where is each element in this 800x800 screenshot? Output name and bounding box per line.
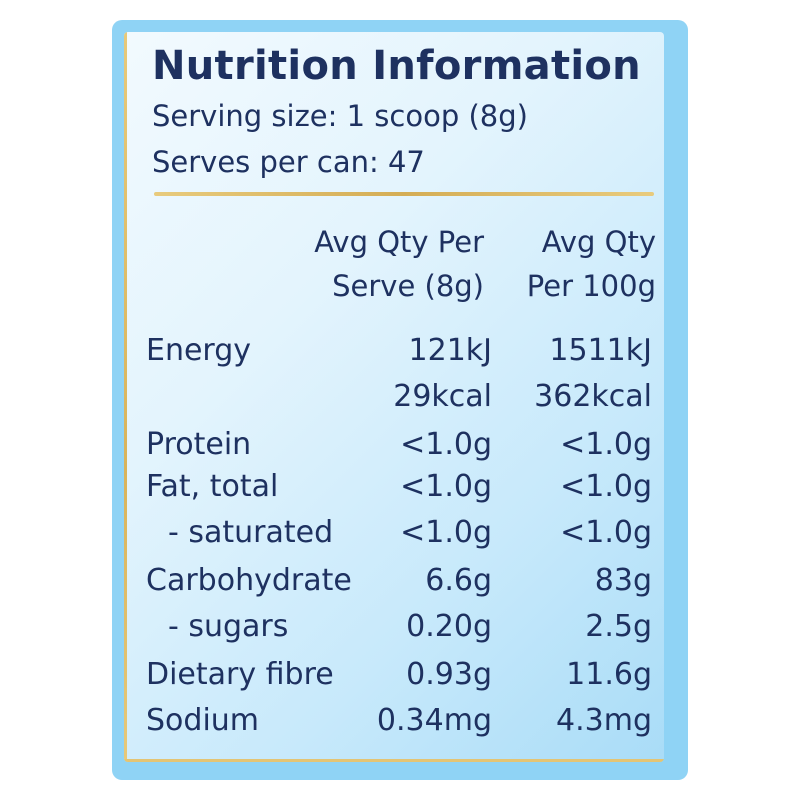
header-per-serve-line1: Avg Qty Per [314,225,484,259]
row-label-fat-total: Fat, total [146,469,279,504]
value-sugars-100g: 2.5g [585,609,652,644]
value-carbohydrate-serve: 6.6g [425,563,492,598]
value-sugars-serve: 0.20g [406,609,492,644]
value-sodium-100g: 4.3mg [556,703,652,738]
value-energy-kj-100g: 1511kJ [549,333,652,368]
serving-size: Serving size: 1 scoop (8g) [152,99,528,133]
row-label-protein: Protein [146,427,252,462]
value-saturated-100g: <1.0g [560,515,652,550]
value-energy-kcal-100g: 362kcal [534,379,652,414]
gold-edge-left [124,32,127,762]
header-per-100g-line1: Avg Qty [541,225,656,259]
value-saturated-serve: <1.0g [400,515,492,550]
value-sodium-serve: 0.34mg [376,703,492,738]
header-per-100g-line2: Per 100g [526,269,656,303]
row-label-sodium: Sodium [146,703,260,738]
serves-per-can: Serves per can: 47 [152,145,425,179]
value-dietary-fibre-serve: 0.93g [406,657,492,692]
row-label-dietary-fibre: Dietary fibre [146,657,334,692]
panel-title: Nutrition Information [152,43,641,89]
row-label-energy: Energy [146,333,252,368]
value-carbohydrate-100g: 83g [594,563,652,598]
value-protein-100g: <1.0g [560,427,652,462]
value-energy-kcal-serve: 29kcal [393,379,492,414]
value-fat-total-serve: <1.0g [400,469,492,504]
nutrition-panel: Nutrition Information Serving size: 1 sc… [124,32,664,762]
row-label-carbohydrate: Carbohydrate [146,563,352,598]
gold-edge-bottom [124,759,664,762]
value-fat-total-100g: <1.0g [560,469,652,504]
value-dietary-fibre-100g: 11.6g [566,657,652,692]
value-protein-serve: <1.0g [400,427,492,462]
row-label-sugars: - sugars [168,609,289,644]
row-label-saturated: - saturated [168,515,334,550]
header-divider [154,192,654,196]
value-energy-kj-serve: 121kJ [408,333,492,368]
header-per-serve-line2: Serve (8g) [332,269,484,303]
